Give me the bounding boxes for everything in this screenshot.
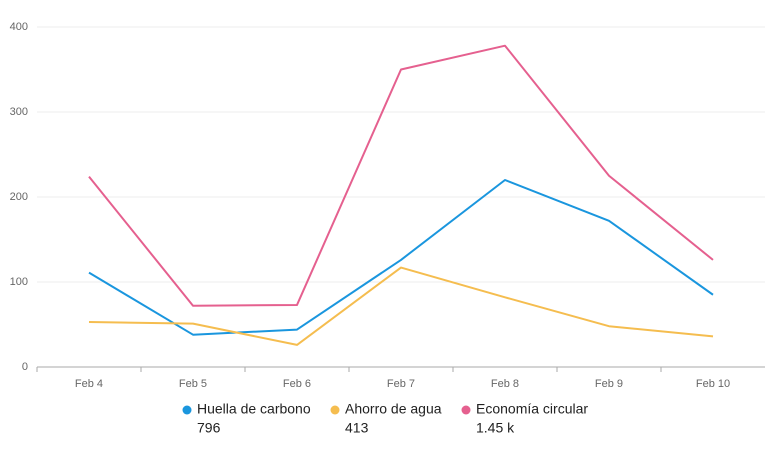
y-tick-label: 200 — [10, 191, 28, 203]
line — [88, 44, 714, 307]
legend-marker — [461, 405, 471, 415]
y-tick-label: 0 — [22, 361, 28, 373]
x-tick-label: Feb 7 — [387, 378, 415, 390]
line — [88, 266, 714, 346]
legend-marker — [330, 405, 340, 415]
x-tick-label: Feb 8 — [491, 378, 519, 390]
legend-label: Ahorro de agua — [345, 401, 442, 417]
y-tick-label: 300 — [10, 106, 28, 118]
legend-total: 1.45 k — [476, 420, 515, 436]
legend-total: 413 — [345, 420, 369, 436]
legend-total: 796 — [197, 420, 221, 436]
line — [88, 179, 714, 336]
x-tick-label: Feb 4 — [75, 378, 103, 390]
x-tick-label: Feb 5 — [179, 378, 207, 390]
x-tick-label: Feb 6 — [283, 378, 311, 390]
x-tick-label: Feb 9 — [595, 378, 623, 390]
y-tick-label: 400 — [10, 21, 28, 33]
x-tick-label: Feb 10 — [696, 378, 730, 390]
legend-marker — [182, 405, 192, 415]
y-tick-label: 100 — [10, 276, 28, 288]
legend-label: Huella de carbono — [197, 401, 311, 417]
legend-label: Economía circular — [476, 401, 588, 417]
